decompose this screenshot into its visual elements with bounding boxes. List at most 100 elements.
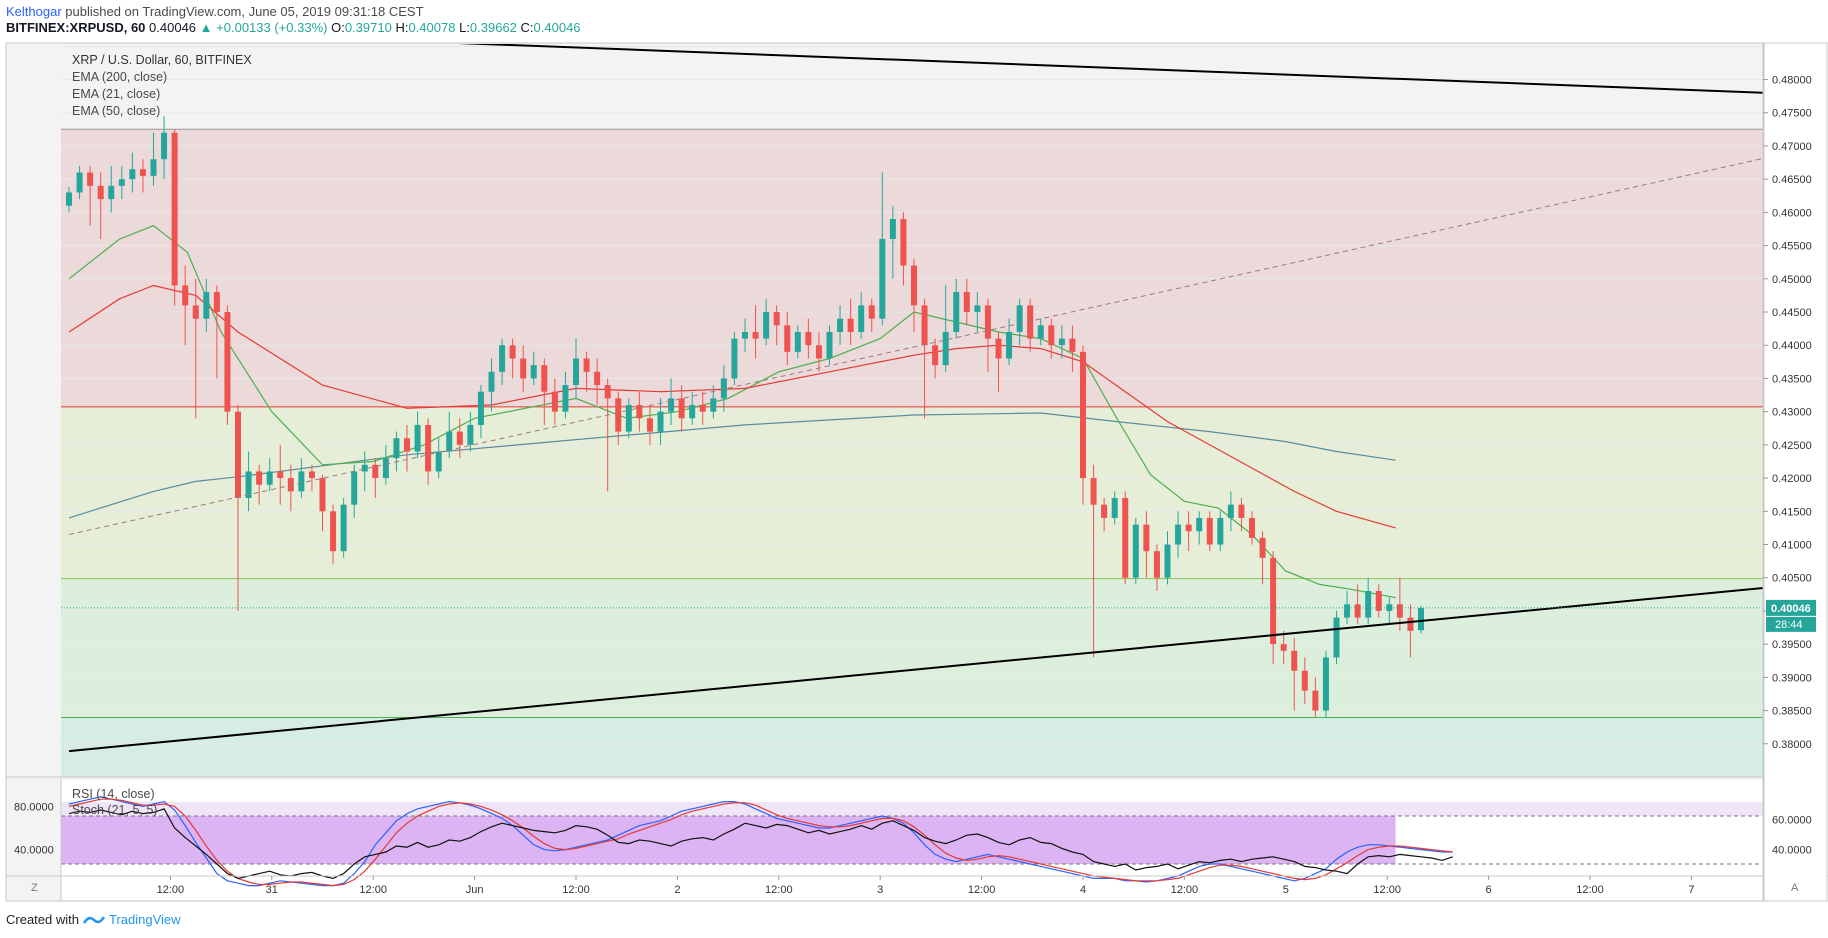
candle-body xyxy=(1143,524,1150,552)
ema-line-1 xyxy=(68,225,1396,599)
candle-body xyxy=(499,345,506,372)
legend-stoch[interactable]: Stoch (21, 5, 5) xyxy=(72,803,158,817)
candle-body xyxy=(1185,524,1192,532)
candle-body xyxy=(583,358,590,372)
oscillator-legend: RSI (14, close) Stoch (21, 5, 5) xyxy=(72,786,157,818)
candle-body xyxy=(1090,478,1097,505)
timezone-button[interactable]: Z xyxy=(31,882,38,894)
candle-body xyxy=(1322,657,1329,711)
price-tick-label: 0.40500 xyxy=(1772,573,1812,585)
candle-body xyxy=(604,385,611,399)
high-label: H: xyxy=(395,20,409,35)
candle-body xyxy=(625,405,632,432)
time-tick-label: 12:00 xyxy=(1373,884,1401,896)
price-tick-label: 0.45500 xyxy=(1772,241,1812,253)
candle-body xyxy=(1280,644,1287,651)
price-tick-label: 0.44500 xyxy=(1772,307,1812,319)
candle-body xyxy=(826,331,833,359)
candle-body xyxy=(1227,504,1234,518)
candle-body xyxy=(446,431,453,452)
tradingview-logo-icon xyxy=(82,915,105,924)
candle-body xyxy=(784,325,791,352)
candle-body xyxy=(108,185,115,200)
auto-scale-button[interactable]: A xyxy=(1791,882,1799,894)
candle-body xyxy=(87,172,94,186)
time-tick-label: Jun xyxy=(466,884,484,896)
candle-body xyxy=(995,338,1002,359)
candle-body xyxy=(911,265,917,306)
candle-body xyxy=(213,292,220,313)
rsi-axis-label: 40.0000 xyxy=(14,845,54,857)
price-tick-label: 0.43500 xyxy=(1772,373,1812,385)
candle-body xyxy=(1249,517,1255,538)
time-tick-label: 12:00 xyxy=(359,884,387,896)
candle-body xyxy=(287,478,294,492)
candle-body xyxy=(488,371,495,392)
price-tick-label: 0.48000 xyxy=(1772,75,1812,87)
candle-body xyxy=(752,331,759,339)
candle-body xyxy=(1418,607,1424,631)
legend-ema200[interactable]: EMA (200, close) xyxy=(72,70,168,84)
publish-text: published on TradingView.com, June 05, 2… xyxy=(65,4,424,19)
countdown-box xyxy=(1766,616,1816,632)
time-tick-label: 12:00 xyxy=(157,884,185,896)
time-tick-label: 5 xyxy=(1283,884,1289,896)
ema-line-2 xyxy=(68,284,1396,529)
candle-body xyxy=(594,371,601,386)
legend-title: XRP / U.S. Dollar, 60, BITFINEX xyxy=(72,53,252,67)
ema-lines xyxy=(68,225,1396,599)
candle-body xyxy=(277,471,284,479)
candle-body xyxy=(805,331,812,346)
current-price-box xyxy=(1766,599,1816,616)
osc-empty-area xyxy=(1395,816,1763,864)
tradingview-brand[interactable]: TradingView xyxy=(108,912,181,927)
candle-body xyxy=(900,219,907,266)
dashed-trendline xyxy=(68,157,1763,536)
candle-body xyxy=(97,185,104,200)
time-tick-label: 2 xyxy=(674,884,680,896)
candle-body xyxy=(118,179,125,186)
candle-body xyxy=(1069,338,1076,352)
candle-body xyxy=(256,471,263,485)
candle-body xyxy=(657,411,664,432)
candle-body xyxy=(139,169,146,176)
time-axis-labels[interactable]: 12:00 31 12:00 Jun 12:00 2 12:00 3 12:00 4 12:00 5 1… xyxy=(157,876,1695,896)
time-tick-label: 6 xyxy=(1486,884,1492,896)
candle-body xyxy=(1164,544,1171,578)
symbol-line: BITFINEX:XRPUSD, 60 xyxy=(6,20,146,35)
fib-zone-1 xyxy=(61,406,1763,579)
time-tick-label: 3 xyxy=(877,884,883,896)
price-tick-label: 0.41500 xyxy=(1772,506,1812,518)
candle-body xyxy=(1270,557,1277,645)
candle-body xyxy=(330,511,337,552)
fibonacci-lines xyxy=(61,128,1763,718)
time-tick-label: 31 xyxy=(266,884,278,896)
fibonacci-zones xyxy=(61,129,1763,777)
candle-body xyxy=(1175,524,1182,545)
time-tick-label: 4 xyxy=(1080,884,1086,896)
legend-ema50[interactable]: EMA (50, close) xyxy=(72,104,161,118)
oscillator-axis-labels: 80.0000 40.0000 60.0000 40.0000 xyxy=(14,801,1812,856)
price-axis[interactable] xyxy=(1763,42,1828,902)
candle-body xyxy=(932,345,939,366)
open-label: O: xyxy=(331,20,345,35)
price-tick-label: 0.39000 xyxy=(1772,672,1812,684)
candle-body xyxy=(763,312,770,339)
rsi-line xyxy=(68,808,1453,880)
candle-body xyxy=(1006,331,1013,359)
stoch-axis-label: 60.0000 xyxy=(1772,815,1812,827)
time-tick-label: 12:00 xyxy=(968,884,996,896)
candle-body xyxy=(66,192,72,206)
candle-body xyxy=(1132,524,1139,578)
candle-body xyxy=(1122,498,1129,578)
candle-body xyxy=(678,398,685,419)
current-price-tag: 0.40046 28:44 xyxy=(1766,599,1816,632)
author-link[interactable]: Kelthogar xyxy=(6,4,62,19)
price-tick-label: 0.42500 xyxy=(1772,440,1812,452)
publish-info: Kelthogar published on TradingView.com, … xyxy=(6,4,424,19)
legend-ema21[interactable]: EMA (21, close) xyxy=(72,87,161,101)
candles xyxy=(66,116,1424,718)
legend-rsi[interactable]: RSI (14, close) xyxy=(72,787,155,801)
candle-body xyxy=(1365,591,1372,618)
